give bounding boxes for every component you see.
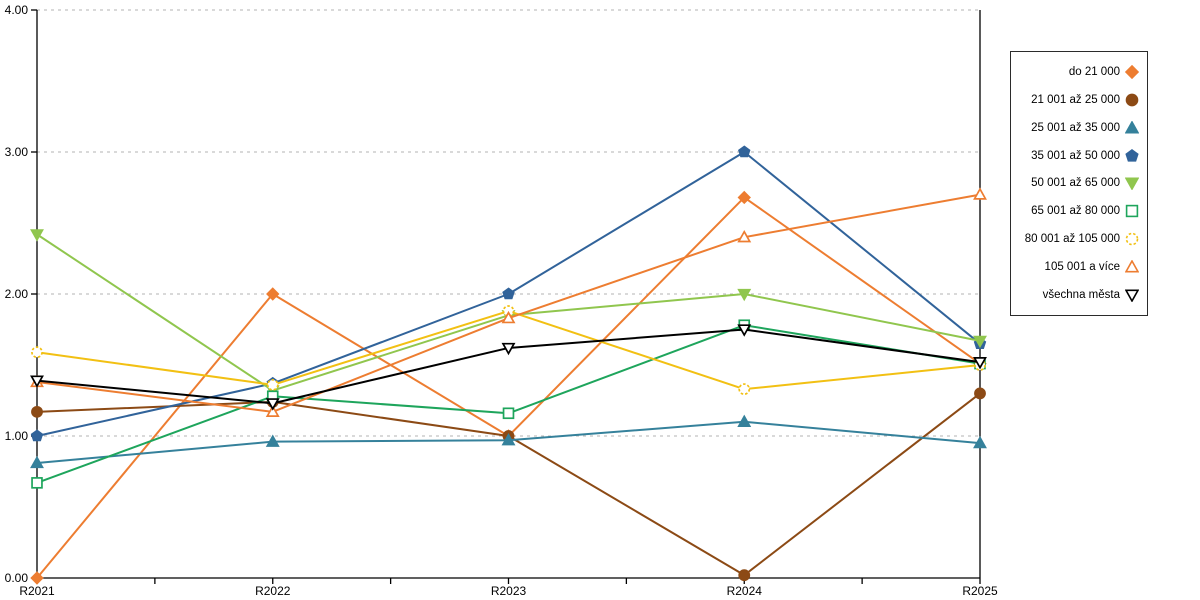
y-tick-label: 3.00	[5, 145, 29, 159]
x-tick-label: R2025	[962, 584, 998, 598]
legend: do 21 000 21 001 až 25 000 25 001 až 35 00…	[1010, 51, 1148, 316]
series-marker-icon	[501, 310, 516, 324]
series-marker-icon	[1125, 177, 1139, 191]
series-marker-icon	[1125, 205, 1139, 218]
series-marker-icon	[502, 407, 515, 420]
35-001-až-50-000-marker-icon	[1125, 148, 1139, 162]
series-marker-icon	[1125, 232, 1139, 246]
series-marker-icon	[265, 404, 280, 417]
y-tick-label: 4.00	[5, 3, 29, 17]
legend-item-80-001-až-105-000: 80 001 až 105 000	[1017, 232, 1139, 246]
series-marker-icon	[30, 375, 44, 388]
legend-item-50-001-až-65-000: 50 001 až 65 000	[1017, 176, 1139, 191]
legend-label: 50 001 až 65 000	[1031, 177, 1120, 190]
legend-label: 65 001 až 80 000	[1031, 205, 1120, 218]
legend-label: 80 001 až 105 000	[1024, 233, 1120, 246]
series-marker-icon	[1125, 148, 1139, 162]
series-marker-icon	[737, 288, 752, 302]
series-marker-icon	[1125, 120, 1139, 134]
25-001-až-35-000-marker-icon	[1125, 120, 1139, 134]
series-marker-icon	[501, 433, 516, 446]
series-marker-icon	[30, 429, 44, 442]
series-marker-icon	[737, 414, 752, 427]
65-001-až-80-000-marker-icon	[1125, 205, 1139, 218]
series-marker-icon	[31, 346, 43, 359]
series-marker-icon	[30, 455, 44, 469]
x-tick-label: R2023	[491, 584, 527, 598]
series-marker-icon	[973, 435, 987, 449]
series-line	[36, 392, 981, 577]
legend-label: 35 001 až 50 000	[1031, 149, 1120, 162]
x-tick-label: R2024	[727, 584, 763, 598]
series-line	[36, 196, 981, 579]
series-marker-icon	[738, 383, 751, 396]
series-marker-icon	[501, 342, 516, 356]
series-105-001-a-více	[30, 187, 987, 417]
105-001-a-více-marker-icon	[1125, 260, 1139, 273]
legend-item-25-001-až-35-000: 25 001 až 35 000	[1017, 120, 1139, 135]
x-tick-label: R2022	[255, 584, 291, 598]
y-tick-label: 2.00	[5, 287, 29, 301]
series-marker-icon	[1125, 93, 1139, 107]
series-marker-icon	[30, 229, 44, 242]
legend-item-35-001-až-50-000: 35 001 až 50 000	[1017, 148, 1139, 163]
series-marker-icon	[737, 229, 752, 243]
series-všechna-města	[30, 324, 987, 411]
series-marker-icon	[1125, 260, 1139, 273]
series-35-001-až-50-000	[30, 145, 987, 442]
21-001-až-25-000-marker-icon	[1125, 93, 1139, 107]
series-marker-icon	[266, 378, 279, 391]
series-marker-icon	[31, 405, 43, 418]
všechna-města-marker-icon	[1125, 289, 1139, 302]
legend-label: 21 001 až 25 000	[1031, 93, 1120, 106]
legend-label: 25 001 až 35 000	[1031, 121, 1120, 134]
80-001-až-105-000-marker-icon	[1125, 232, 1139, 246]
series-marker-icon	[973, 187, 987, 200]
series-marker-icon	[737, 190, 751, 205]
series-marker-icon	[266, 287, 280, 301]
series-marker-icon	[973, 357, 987, 370]
series-marker-icon	[1125, 64, 1139, 79]
legend-item-105-001-a-více: 105 001 a více	[1017, 260, 1139, 274]
series-25-001-až-35-000	[30, 414, 987, 469]
y-tick-label: 0.00	[5, 571, 29, 585]
series-do-21-000	[30, 190, 987, 585]
legend-item-65-001-až-80-000: 65 001 až 80 000	[1017, 204, 1139, 218]
axes: 0.00 1.00 2.00 3.00 4.00 R2021 R2022 R2023 R2024…	[5, 3, 998, 598]
series-marker-icon	[265, 398, 280, 411]
legend-item-do-21-000: do 21 000	[1017, 64, 1139, 79]
legend-label: všechna města	[1042, 288, 1120, 301]
series-marker-icon	[738, 145, 751, 158]
series-marker-icon	[738, 569, 751, 582]
series-marker-icon	[737, 324, 752, 337]
50-001-až-65-000-marker-icon	[1125, 177, 1139, 191]
legend-label: do 21 000	[1068, 65, 1120, 78]
series-marker-icon	[1125, 289, 1139, 302]
legend-item-21-001-až-25-000: 21 001 až 25 000	[1017, 93, 1139, 107]
y-tick-label: 1.00	[5, 429, 29, 443]
series-marker-icon	[974, 387, 986, 400]
series-marker-icon	[30, 571, 44, 585]
series-marker-icon	[265, 434, 280, 447]
do-21-000-marker-icon	[1125, 64, 1139, 79]
series-marker-icon	[973, 335, 987, 349]
x-tick-label: R2021	[19, 584, 55, 598]
legend-label: 105 001 a více	[1044, 261, 1120, 274]
series-marker-icon	[502, 287, 515, 300]
series-marker-icon	[31, 477, 43, 489]
legend-item-všechna-města: všechna města	[1017, 288, 1139, 302]
